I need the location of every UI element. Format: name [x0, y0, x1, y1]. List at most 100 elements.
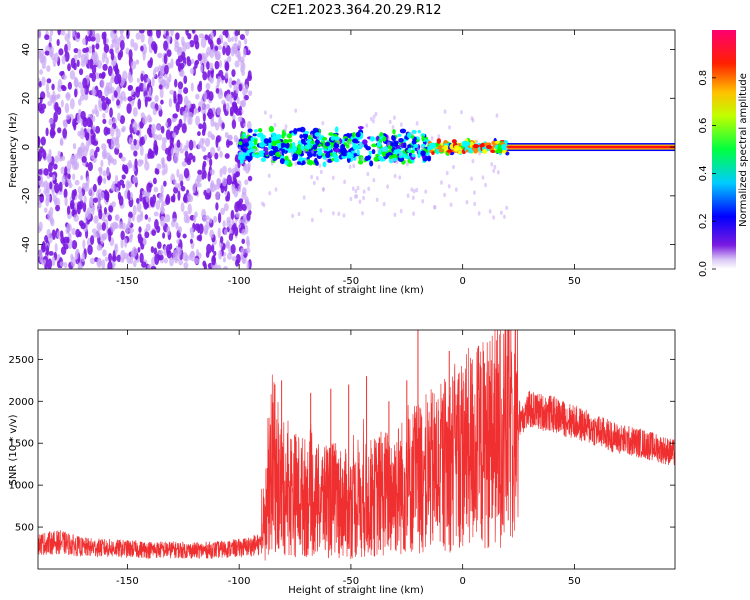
- spectrogram-noise-cell: [61, 55, 66, 65]
- spectrogram-noise-cell: [69, 199, 75, 209]
- spectrogram-noise-cell: [205, 188, 211, 194]
- spectrogram-noise-cell: [60, 84, 66, 90]
- spectrogram-noise-cell: [141, 190, 148, 196]
- spectrogram-noise-cell: [102, 234, 107, 241]
- spectrogram-noise-cell: [204, 215, 210, 221]
- spectrogram-noise-cell: [197, 169, 203, 175]
- spectrogram-noise-cell: [228, 77, 233, 89]
- spectrogram-noise-cell: [48, 162, 53, 173]
- spectrogram-noise-cell: [205, 103, 210, 110]
- spectrogram-noise-cell: [38, 188, 42, 194]
- spectrogram-noise-cell: [219, 235, 224, 244]
- spectrogram-ytick-label: 0: [21, 144, 32, 150]
- spectrogram-signal-cell: [420, 150, 426, 157]
- spectrogram-noise-cell: [52, 194, 58, 203]
- spectrogram-noise-cell: [105, 56, 109, 65]
- spectrogram-faint-cell: [481, 175, 485, 180]
- spectrogram-noise-cell: [173, 179, 177, 185]
- spectrogram-noise-cell: [212, 107, 216, 114]
- spectrogram-noise-cell: [91, 64, 97, 75]
- spectrogram-signal-cell: [242, 133, 247, 138]
- spectrogram-noise-cell: [144, 202, 150, 209]
- spectrogram-noise-cell: [111, 72, 115, 82]
- spectrogram-noise-cell: [121, 156, 126, 162]
- spectrogram-noise-cell: [222, 220, 226, 228]
- spectrogram-noise-cell: [176, 123, 181, 131]
- spectrogram-noise-cell: [71, 227, 77, 236]
- spectrogram-faint-cell: [310, 174, 314, 180]
- spectrogram-noise-cell: [107, 155, 111, 167]
- spectrogram-noise-cell: [49, 127, 56, 139]
- spectrogram-noise-cell: [87, 244, 93, 255]
- spectrogram-noise-cell: [60, 30, 66, 36]
- spectrogram-noise-cell: [78, 146, 83, 154]
- spectrogram-signal-cell: [393, 140, 399, 145]
- spectrogram-noise-cell: [48, 46, 53, 58]
- spectrogram-noise-cell: [86, 30, 90, 36]
- spectrogram-signal-cell: [324, 141, 331, 147]
- spectrogram-noise-cell: [201, 208, 207, 219]
- spectrogram-noise-cell: [173, 90, 177, 102]
- spectrogram-noise-cell: [160, 157, 165, 165]
- spectrogram-noise-cell: [92, 183, 97, 193]
- spectrogram-noise-cell: [168, 98, 173, 108]
- spectrogram-noise-cell: [132, 260, 137, 268]
- spectrogram-faint-cell: [294, 108, 298, 113]
- spectrogram-noise-cell: [126, 30, 130, 40]
- spectrogram-signal-cell: [403, 142, 407, 149]
- spectrogram-noise-cell: [246, 212, 251, 221]
- snr-xtick-label: -100: [228, 576, 251, 587]
- spectrogram-noise-cell: [203, 170, 207, 179]
- spectrogram-noise-cell: [241, 191, 247, 200]
- spectrogram-noise-cell: [42, 149, 47, 160]
- spectrogram-noise-cell: [206, 243, 212, 254]
- spectrogram-noise-cell: [58, 48, 64, 56]
- spectrogram-noise-cell: [231, 255, 237, 262]
- spectrogram-noise-cell: [213, 250, 217, 257]
- spectrogram-noise-cell: [187, 192, 192, 202]
- spectrogram-faint-cell: [475, 139, 479, 145]
- spectrogram-noise-cell: [49, 206, 54, 217]
- spectrogram-noise-cell: [107, 81, 113, 92]
- spectrogram-noise-cell: [102, 112, 106, 119]
- spectrogram-noise-cell: [61, 174, 66, 186]
- spectrogram-noise-cell: [96, 189, 101, 201]
- spectrogram-noise-cell: [204, 137, 211, 147]
- spectrogram-noise-cell: [165, 121, 169, 127]
- spectrogram-faint-cell: [445, 170, 449, 176]
- spectrogram-noise-cell: [39, 95, 43, 104]
- spectrogram-signal-cell: [317, 147, 323, 151]
- spectrogram-noise-cell: [78, 68, 84, 76]
- spectrogram-noise-cell: [175, 101, 180, 113]
- spectrogram-faint-cell: [454, 187, 458, 192]
- spectrogram-faint-cell: [386, 184, 390, 189]
- spectrogram-faint-cell: [348, 164, 352, 170]
- spectrogram-signal-cell: [284, 160, 290, 166]
- spectrogram-noise-cell: [41, 63, 46, 70]
- spectrogram-noise-cell: [73, 77, 79, 88]
- spectrogram-noise-cell: [78, 220, 84, 227]
- spectrogram-noise-cell: [245, 196, 250, 207]
- spectrogram-noise-cell: [104, 256, 109, 262]
- spectrogram-noise-cell: [129, 232, 133, 240]
- spectrogram-noise-cell: [69, 156, 76, 165]
- spectrogram-faint-cell: [416, 147, 420, 152]
- spectrogram-noise-cell: [64, 43, 68, 54]
- spectrogram-signal-cell: [333, 147, 340, 153]
- spectrogram-noise-cell: [146, 30, 152, 37]
- spectrogram-noise-cell: [119, 257, 125, 263]
- spectrogram-noise-cell: [97, 175, 103, 184]
- spectrogram-noise-cell: [88, 187, 92, 196]
- spectrogram-noise-cell: [62, 74, 67, 80]
- spectrogram-noise-cell: [92, 115, 96, 123]
- spectrogram-noise-cell: [168, 73, 172, 83]
- spectrogram-faint-cell: [351, 186, 355, 191]
- spectrogram-signal-cell: [365, 146, 372, 151]
- spectrogram-noise-cell: [188, 139, 194, 151]
- spectrogram-noise-cell: [81, 182, 88, 190]
- spectrogram-signal-cell: [287, 138, 293, 143]
- spectrogram-signal-cell: [271, 140, 278, 147]
- spectrogram-noise-cell: [69, 70, 76, 80]
- spectrogram-faint-cell: [496, 170, 500, 175]
- spectrogram-ticks: -150 -100 -50 0 50 -40 -20 0 20 40: [21, 30, 675, 287]
